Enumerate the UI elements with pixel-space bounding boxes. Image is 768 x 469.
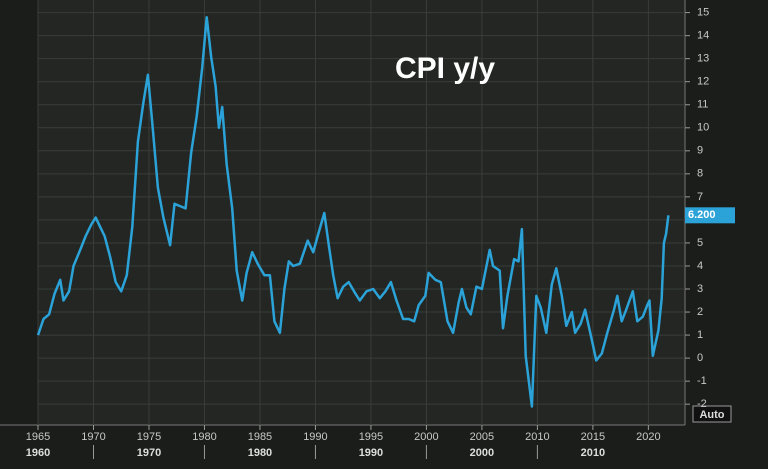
auto-box[interactable] bbox=[692, 405, 732, 423]
chart-title: CPI y/y bbox=[395, 52, 495, 85]
y-tick-label: 2 bbox=[697, 306, 703, 318]
last-value-label: 6.200 bbox=[688, 209, 716, 221]
x-tick-label: 1975 bbox=[137, 431, 161, 443]
y-tick-label: -1 bbox=[697, 375, 707, 387]
x-tick-label: 2005 bbox=[470, 431, 494, 443]
x-tick-label: 1980 bbox=[192, 431, 216, 443]
x-tick-label: 1990 bbox=[303, 431, 327, 443]
x-tick-label: 2010 bbox=[525, 431, 549, 443]
decade-label: 2000 bbox=[470, 447, 494, 459]
y-tick-label: 7 bbox=[697, 191, 703, 203]
decade-label: 1970 bbox=[137, 447, 161, 459]
x-tick-label: 2020 bbox=[636, 431, 660, 443]
decade-label: 1960 bbox=[26, 447, 50, 459]
x-tick-label: 2015 bbox=[581, 431, 605, 443]
y-tick-label: 4 bbox=[697, 260, 703, 272]
x-tick-label: 1965 bbox=[26, 431, 50, 443]
y-tick-label: 10 bbox=[697, 122, 709, 134]
y-tick-label: 9 bbox=[697, 145, 703, 157]
cpi-line bbox=[36, 15, 670, 408]
y-tick-label: 12 bbox=[697, 76, 709, 88]
x-tick-label: 2000 bbox=[414, 431, 438, 443]
y-tick-label: 14 bbox=[697, 30, 709, 42]
y-tick-label: 1 bbox=[697, 329, 703, 341]
x-tick-label: 1970 bbox=[81, 431, 105, 443]
decade-label: 2010 bbox=[581, 447, 605, 459]
auto-label[interactable]: Auto bbox=[699, 409, 724, 421]
y-tick-label: 11 bbox=[697, 99, 708, 111]
y-tick-label: 15 bbox=[697, 7, 709, 19]
decade-label: 1990 bbox=[359, 447, 383, 459]
decade-label: 1980 bbox=[248, 447, 272, 459]
y-tick-label: -2 bbox=[697, 398, 707, 410]
y-tick-label: 0 bbox=[697, 352, 703, 364]
x-tick-label: 1985 bbox=[248, 431, 272, 443]
plot-area bbox=[38, 0, 685, 425]
x-tick-label: 1995 bbox=[359, 431, 383, 443]
y-tick-label: 3 bbox=[697, 283, 703, 295]
y-tick-label: 13 bbox=[697, 53, 709, 65]
last-value-box bbox=[685, 207, 735, 224]
y-tick-label: 8 bbox=[697, 168, 703, 180]
y-tick-label: 5 bbox=[697, 237, 703, 249]
